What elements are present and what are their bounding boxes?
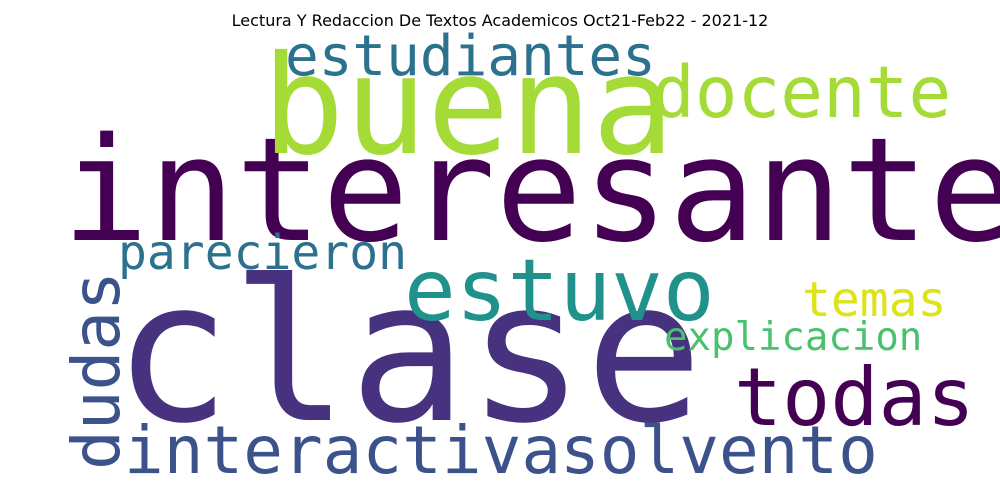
word-explicacion: explicacion	[664, 315, 923, 360]
word-clase: clase	[113, 239, 704, 467]
word-estudiantes: estudiantes	[285, 24, 656, 89]
word-interactiva: interactiva	[124, 412, 562, 489]
chart-title: Lectura Y Redaccion De Textos Academicos…	[231, 11, 769, 30]
word-parecieron: parecieron	[118, 225, 407, 281]
word-estuvo: estuvo	[404, 241, 715, 341]
word-solvento: solvento	[560, 412, 878, 489]
word-dudas: dudas	[58, 271, 135, 470]
word-docente: docente	[652, 51, 952, 134]
word-todas: todas	[734, 351, 975, 444]
word-buena: buena	[262, 27, 675, 186]
word-interesante: interesante	[62, 106, 1000, 274]
word-temas: temas	[802, 272, 947, 328]
